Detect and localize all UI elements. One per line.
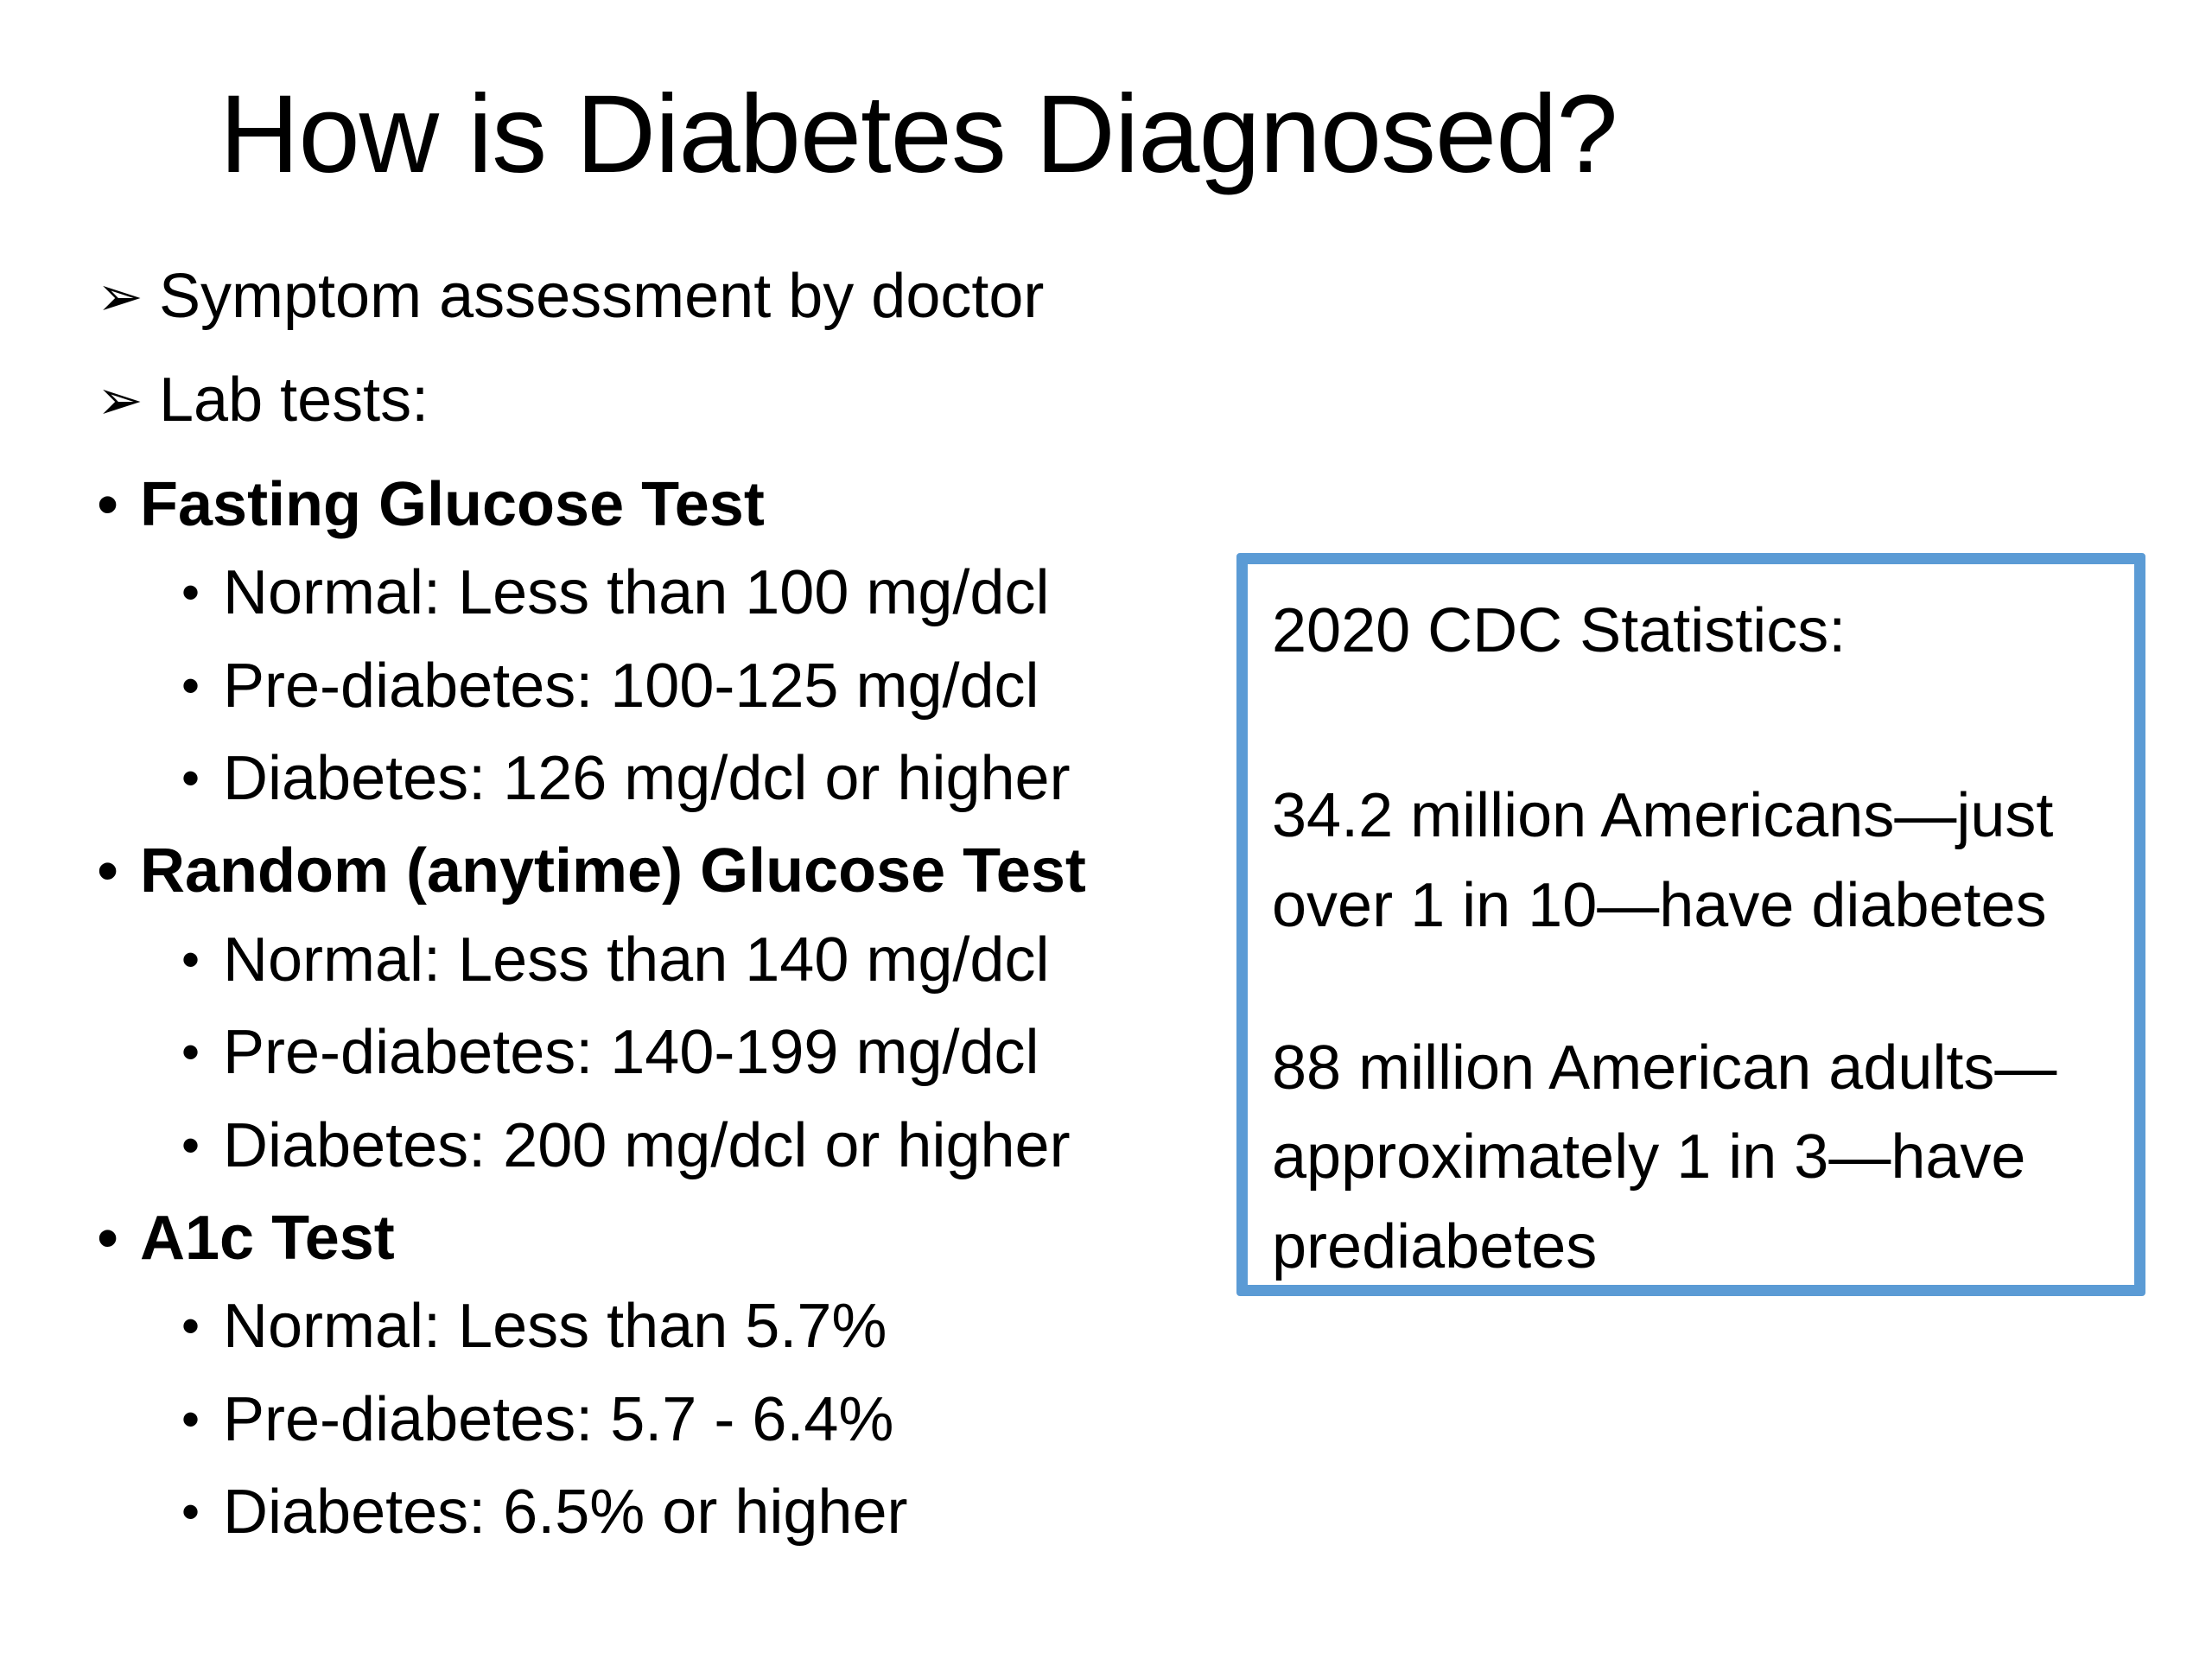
criteria-item: • Normal: Less than 5.7% [97, 1289, 1220, 1363]
criteria-text: Normal: Less than 140 mg/dcl [223, 925, 1050, 995]
criteria-item: • Diabetes: 6.5% or higher [97, 1475, 1220, 1549]
stats-paragraph: 34.2 million Americans—just over 1 in 10… [1272, 781, 2054, 941]
criteria-item: • Diabetes: 126 mg/dcl or higher [97, 741, 1220, 816]
test-section-a1c: • A1c Test • Normal: Less than 5.7% • Pre-… [97, 1201, 1220, 1550]
arrow-bullet-icon: ➢ [97, 264, 143, 327]
bullet-dot-icon: • [181, 1483, 200, 1541]
arrow-bullet-item: ➢ Lab tests: [97, 363, 1220, 437]
bullet-dot-icon: • [181, 656, 200, 715]
criteria-item: • Pre-diabetes: 140-199 mg/dcl [97, 1015, 1220, 1090]
criteria-item: • Normal: Less than 100 mg/dcl [97, 556, 1220, 630]
arrow-bullet-icon: ➢ [97, 369, 143, 432]
criteria-item: • Pre-diabetes: 100-125 mg/dcl [97, 649, 1220, 723]
test-heading: • A1c Test [97, 1201, 1220, 1275]
criteria-text: Normal: Less than 100 mg/dcl [223, 558, 1050, 628]
bullet-dot-icon: • [181, 1389, 200, 1448]
bullet-dot-icon: • [97, 469, 119, 539]
test-criteria-list: • Normal: Less than 5.7% • Pre-diabetes: 5… [97, 1289, 1220, 1549]
test-section-random: • Random (anytime) Glucose Test • Normal:… [97, 834, 1220, 1183]
criteria-item: • Pre-diabetes: 5.7 - 6.4% [97, 1382, 1220, 1457]
criteria-text: Pre-diabetes: 140-199 mg/dcl [223, 1018, 1039, 1088]
criteria-text: Pre-diabetes: 100-125 mg/dcl [223, 651, 1039, 721]
criteria-text: Normal: Less than 5.7% [223, 1292, 887, 1362]
arrow-bullet-item: ➢ Symptom assessment by doctor [97, 259, 1220, 334]
bullet-dot-icon: • [181, 930, 200, 988]
criteria-text: Diabetes: 200 mg/dcl or higher [223, 1110, 1071, 1180]
stats-heading: 2020 CDC Statistics: [1272, 596, 1847, 665]
criteria-item: • Diabetes: 200 mg/dcl or higher [97, 1109, 1220, 1183]
bullet-dot-icon: • [97, 836, 119, 906]
test-section-fasting: • Fasting Glucose Test • Normal: Less tha… [97, 467, 1220, 817]
arrow-bullet-text: Lab tests: [159, 365, 429, 435]
test-heading: • Random (anytime) Glucose Test [97, 834, 1220, 908]
test-name: Fasting Glucose Test [140, 469, 765, 539]
slide-title: How is Diabetes Diagnosed? [219, 73, 1618, 196]
bullet-dot-icon: • [181, 749, 200, 808]
criteria-text: Diabetes: 126 mg/dcl or higher [223, 743, 1071, 813]
slide-content: ➢ Symptom assessment by doctor ➢ Lab tes… [97, 259, 1220, 1567]
test-criteria-list: • Normal: Less than 140 mg/dcl • Pre-diabe… [97, 923, 1220, 1183]
bullet-dot-icon: • [181, 1297, 200, 1356]
bullet-dot-icon: • [181, 1116, 200, 1174]
bullet-dot-icon: • [97, 1203, 119, 1273]
test-heading: • Fasting Glucose Test [97, 467, 1220, 542]
test-name: Random (anytime) Glucose Test [140, 836, 1086, 906]
stats-paragraph: 88 million American adults—approximately… [1272, 1033, 2057, 1282]
bullet-dot-icon: • [181, 563, 200, 622]
criteria-item: • Normal: Less than 140 mg/dcl [97, 923, 1220, 997]
test-criteria-list: • Normal: Less than 100 mg/dcl • Pre-diabe… [97, 556, 1220, 816]
test-name: A1c Test [140, 1203, 395, 1273]
criteria-text: Pre-diabetes: 5.7 - 6.4% [223, 1384, 894, 1454]
criteria-text: Diabetes: 6.5% or higher [223, 1478, 908, 1548]
arrow-bullet-text: Symptom assessment by doctor [159, 262, 1045, 331]
cdc-stats-box: 2020 CDC Statistics: 34.2 million Americ… [1236, 553, 2145, 1296]
bullet-dot-icon: • [181, 1023, 200, 1082]
